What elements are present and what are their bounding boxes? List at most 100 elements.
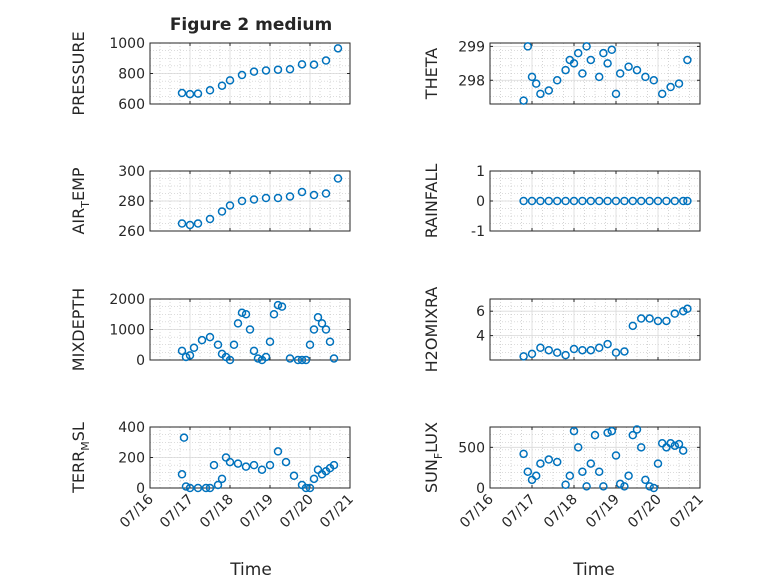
data-point: [569, 59, 579, 68]
y-axis-label-subscript: M: [79, 441, 92, 451]
data-point: [620, 482, 629, 491]
data-point: [611, 196, 621, 206]
y-tick-label: 400: [118, 420, 145, 436]
y-tick-label: 0: [476, 194, 485, 210]
data-point: [241, 462, 251, 471]
data-point: [225, 457, 235, 467]
data-point: [189, 343, 199, 353]
data-point: [573, 443, 583, 452]
data-point: [245, 325, 255, 334]
data-point: [561, 480, 570, 489]
data-point: [599, 48, 608, 58]
data-point: [273, 193, 283, 203]
subplot-6: 4 6 H2OMIXRA: [422, 287, 701, 373]
y-axis-label-main: SUN: [422, 459, 441, 493]
data-point: [569, 426, 579, 436]
data-point: [662, 316, 671, 326]
data-point: [544, 345, 554, 355]
data-point: [209, 460, 219, 470]
data-point: [599, 482, 608, 491]
data-point: [233, 459, 243, 468]
data-point: [317, 319, 327, 328]
axes-box: [489, 42, 701, 105]
data-point: [607, 45, 617, 55]
data-point: [197, 335, 207, 345]
data-point: [683, 196, 692, 206]
data-point: [678, 306, 688, 316]
x-tick-label: 07/20: [277, 492, 317, 532]
data-point: [645, 314, 654, 323]
data-point: [628, 196, 638, 206]
data-point: [653, 459, 663, 468]
data-point: [329, 460, 339, 470]
y-axis-label: AIRTEMP: [69, 167, 92, 234]
x-tick-label: 07/19: [237, 492, 277, 532]
data-point: [225, 355, 235, 365]
data-point: [594, 196, 604, 206]
data-point: [241, 310, 251, 319]
data-point: [590, 430, 600, 440]
data-point: [249, 460, 259, 470]
data-point: [578, 69, 587, 78]
data-point: [277, 302, 287, 311]
data-point: [527, 349, 537, 359]
y-axis-label-main: THETA: [422, 48, 441, 100]
data-point: [552, 348, 562, 357]
data-point: [620, 347, 629, 356]
data-point: [645, 482, 654, 491]
data-point: [313, 313, 323, 322]
data-point: [273, 300, 283, 310]
data-point: [193, 89, 203, 98]
data-point: [603, 196, 612, 206]
data-point: [181, 482, 191, 491]
data-point: [544, 196, 554, 206]
data-point: [561, 350, 570, 360]
data-point: [569, 196, 579, 206]
data-point: [233, 319, 243, 328]
subplot-5: 0 1000 2000 MIXDEPTH: [69, 288, 351, 371]
x-axis-label-right: Time: [572, 560, 615, 580]
y-axis-label-main: TERR: [69, 451, 88, 494]
data-point: [217, 207, 227, 216]
data-point: [321, 56, 331, 65]
data-point: [531, 471, 541, 481]
data-point: [257, 465, 267, 474]
y-tick-label: 500: [458, 440, 485, 456]
y-tick-label: 1000: [109, 323, 145, 339]
data-point: [285, 192, 295, 201]
data-point: [213, 340, 223, 349]
data-point: [519, 96, 528, 105]
data-point: [653, 316, 663, 326]
data-point: [249, 346, 259, 356]
y-axis-label: MIXDEPTH: [69, 288, 88, 371]
data-point: [670, 309, 680, 318]
x-tick-label: 07/17: [499, 492, 539, 532]
y-axis-label-main: H2OMIXRA: [422, 287, 441, 373]
y-axis-label: THETA: [422, 48, 441, 100]
figure-title: Figure 2 medium: [170, 15, 332, 35]
y-axis-label-main: AIR: [69, 208, 88, 235]
data-point: [185, 220, 195, 230]
y-tick-label: 0: [476, 481, 485, 497]
data-point: [641, 475, 650, 485]
data-point: [573, 48, 583, 58]
y-tick-label: 6: [476, 304, 485, 320]
data-point: [253, 354, 263, 363]
data-point: [523, 42, 533, 51]
data-point: [193, 483, 203, 493]
data-point: [641, 72, 650, 82]
subplot-2: 298 299 THETA: [422, 39, 701, 105]
data-point: [586, 459, 596, 468]
data-point: [519, 449, 528, 459]
y-axis-label-main: PRESSURE: [69, 31, 88, 115]
data-point: [309, 60, 319, 69]
data-point: [594, 467, 604, 476]
data-point: [552, 457, 562, 467]
data-point: [615, 69, 625, 78]
y-tick-label: 0: [136, 353, 145, 369]
data-point: [578, 196, 587, 206]
x-tick-label: 07/18: [197, 492, 237, 532]
y-tick-label: 299: [458, 39, 485, 55]
data-point: [205, 483, 215, 493]
data-point: [273, 447, 283, 456]
